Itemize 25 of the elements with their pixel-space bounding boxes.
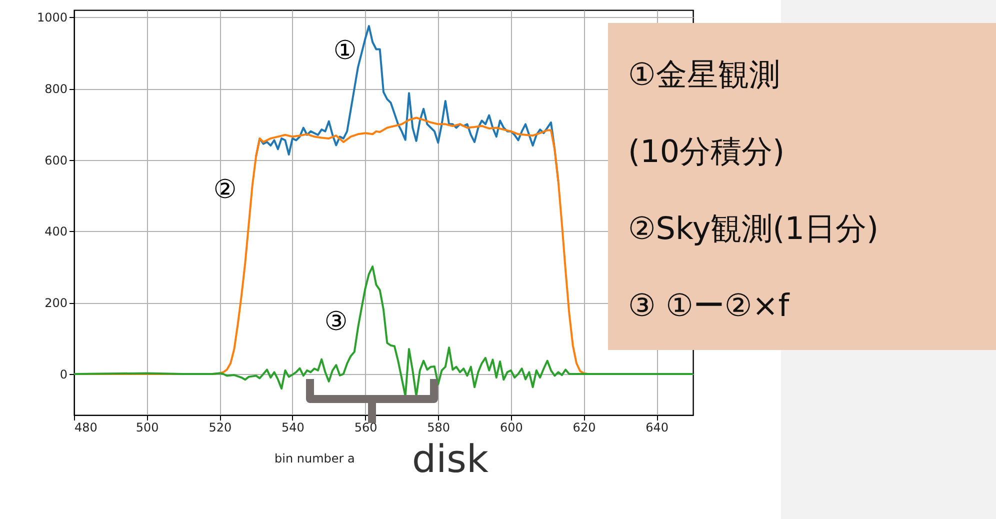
annotation: ③ ①ー②×f bbox=[628, 287, 791, 326]
x-tick-label: 500 bbox=[136, 420, 159, 434]
x-tick-label: 640 bbox=[646, 420, 669, 434]
x-tick-label: 480 bbox=[74, 420, 98, 434]
y-tick-label: 800 bbox=[44, 82, 68, 96]
y-tick-label: 200 bbox=[44, 296, 68, 310]
annotation: ①金星観測 bbox=[628, 56, 781, 95]
series-label: ② bbox=[213, 175, 237, 205]
annotation: ②Sky観測(1日分) bbox=[628, 210, 880, 249]
x-tick-label: 540 bbox=[282, 420, 304, 434]
x-tick-label: 600 bbox=[500, 420, 523, 434]
y-tick-label: 400 bbox=[44, 224, 68, 239]
x-tick-label: 580 bbox=[427, 420, 450, 434]
series-label: ③ bbox=[324, 307, 348, 337]
y-tick-label: 0 bbox=[60, 367, 68, 382]
y-tick-label: 600 bbox=[44, 153, 68, 168]
x-tick-label: 560 bbox=[354, 420, 378, 434]
annotation: (10分積分) bbox=[628, 133, 786, 172]
text: disk bbox=[412, 437, 488, 481]
x-tick-label: 620 bbox=[572, 420, 596, 434]
y-tick-label: 1000 bbox=[36, 10, 68, 25]
x-tick-label: 520 bbox=[208, 420, 232, 434]
line-series bbox=[74, 266, 693, 398]
x-axis-title: bin number a bbox=[274, 452, 355, 466]
series-label: ① bbox=[333, 36, 357, 66]
